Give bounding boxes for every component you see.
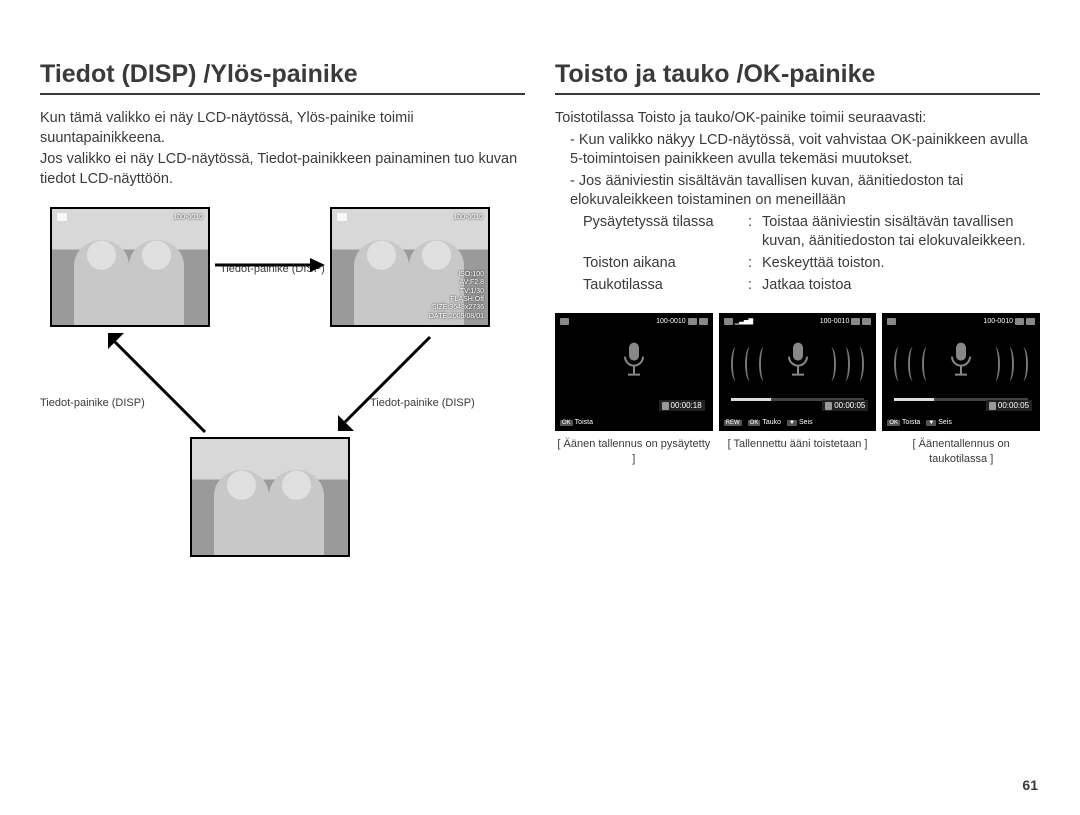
btn-label: Toista <box>902 419 920 426</box>
state-desc: Keskeyttää toiston. <box>762 254 1040 274</box>
right-bullet-2: - Jos ääniviestin sisältävän tavallisen … <box>555 172 1040 211</box>
arrow-label-left: Tiedot-painike (DISP) <box>40 397 145 409</box>
state-term: Pysäytetyssä tilassa <box>583 213 748 252</box>
state-term: Toiston aikana <box>583 254 748 274</box>
lcd-thumb-clean <box>190 437 350 557</box>
time-counter: 00:00:18 <box>671 401 702 410</box>
time-counter: 00:00:05 <box>998 401 1029 410</box>
down-key-icon: ▼ <box>787 420 797 426</box>
btn-label: Seis <box>799 419 813 426</box>
lcd-screen-stopped: 100-0010 00:00:18 OKToista <box>555 313 713 431</box>
state-term: Taukotilassa <box>583 276 748 296</box>
state-row-playing: Toiston aikana : Keskeyttää toiston. <box>555 254 1040 274</box>
lcd-screen-playing: ▁▃▅▇100-0010 00:00:05 REW OKTauko ▼Seis <box>719 313 877 431</box>
colon: : <box>748 276 762 296</box>
arrow-down-left-icon <box>330 327 450 437</box>
left-title: Tiedot (DISP) /Ylös-painike <box>40 60 525 95</box>
left-para-1: Kun tämä valikko ei näy LCD-näytössä, Yl… <box>40 109 525 148</box>
exif-info-overlay: ISO:100 AV:F2.8 TV:1/30 FLASH:Off SIZE:3… <box>429 271 484 321</box>
btn-label: Toista <box>575 419 593 426</box>
left-column: Tiedot (DISP) /Ylös-painike Kun tämä val… <box>40 60 525 607</box>
microphone-icon <box>619 341 649 383</box>
page-number: 61 <box>1022 777 1038 793</box>
state-row-paused: Pysäytetyssä tilassa : Toistaa ääniviest… <box>555 213 1040 252</box>
arrow-label-top: Tiedot-painike (DISP) <box>220 263 325 275</box>
colon: : <box>748 213 762 252</box>
btn-label: Seis <box>938 419 952 426</box>
lcd-thumb-basic: 100-0010 <box>50 207 210 327</box>
hud-filecount: 100-0010 <box>656 318 686 325</box>
right-intro: Toistotilassa Toisto ja tauko/OK-painike… <box>555 109 1040 129</box>
right-column: Toisto ja tauko /OK-painike Toistotilass… <box>555 60 1040 607</box>
lcd-caption-1: [ Äänen tallennus on pysäytetty ] <box>555 437 713 466</box>
lcd-examples-row: 100-0010 00:00:18 OKToista [ Äänen talle… <box>555 313 1040 466</box>
lcd-screen-paused: 100-0010 00:00:05 OKToista ▼Seis <box>882 313 1040 431</box>
microphone-icon <box>946 341 976 383</box>
ok-key-icon: OK <box>748 420 761 426</box>
down-key-icon: ▼ <box>926 420 936 426</box>
colon: : <box>748 254 762 274</box>
ok-key-icon: OK <box>887 420 900 426</box>
arrow-label-right: Tiedot-painike (DISP) <box>370 397 475 409</box>
state-row-pausehold: Taukotilassa : Jatkaa toistoa <box>555 276 1040 296</box>
right-title: Toisto ja tauko /OK-painike <box>555 60 1040 95</box>
lcd-caption-2: [ Tallennettu ääni toistetaan ] <box>719 437 877 451</box>
arrow-up-left-icon <box>100 327 220 437</box>
disp-cycle-diagram: 100-0010 100-0010 ISO:100 AV:F2.8 TV:1/3… <box>40 207 525 607</box>
hud-filecount: 100-0010 <box>983 318 1013 325</box>
left-para-2: Jos valikko ei näy LCD-näytössä, Tiedot-… <box>40 150 525 189</box>
lcd-thumb-info: 100-0010 ISO:100 AV:F2.8 TV:1/30 FLASH:O… <box>330 207 490 327</box>
microphone-icon <box>783 341 813 383</box>
hud-filecount: 100-0010 <box>453 214 483 221</box>
hud-filecount: 100-0010 <box>820 318 850 325</box>
rew-key-icon: REW <box>724 420 742 426</box>
lcd-caption-3: [ Äänentallennus on taukotilassa ] <box>882 437 1040 466</box>
hud-filecount: 100-0010 <box>173 214 203 221</box>
time-counter: 00:00:05 <box>834 401 865 410</box>
right-bullet-1: - Kun valikko näkyy LCD-näytössä, voit v… <box>555 131 1040 170</box>
state-desc: Toistaa ääniviestin sisältävän tavallise… <box>762 213 1040 252</box>
state-desc: Jatkaa toistoa <box>762 276 1040 296</box>
ok-key-icon: OK <box>560 420 573 426</box>
btn-label: Tauko <box>762 419 781 426</box>
